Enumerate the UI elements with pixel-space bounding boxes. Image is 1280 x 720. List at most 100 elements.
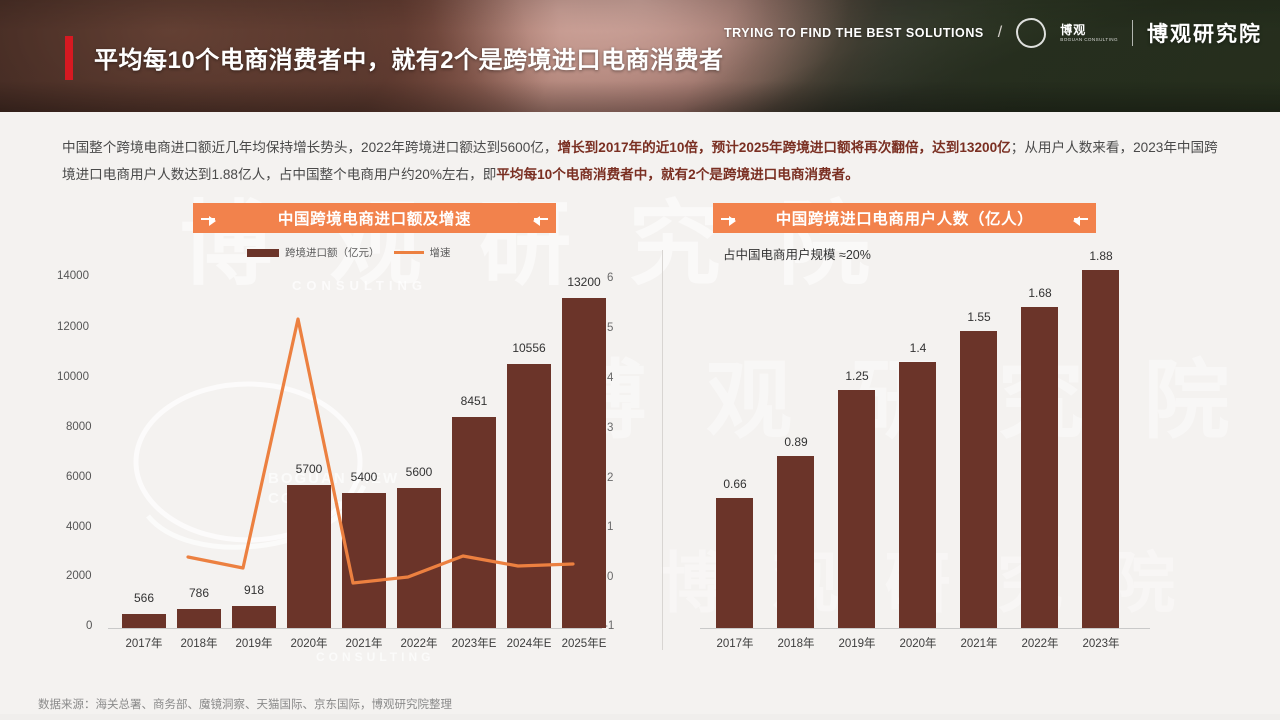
user-xcat-2021: 2021年 [960,638,998,650]
header-divider [1132,20,1133,46]
left-ytick-6000: 6000 [66,471,92,483]
right-ytick-3: 3 [607,422,614,434]
user-bar-label-2019: 1.25 [845,369,869,383]
xcat-2020: 2020年 [290,638,328,650]
bar-label-2021: 5400 [350,470,378,484]
right-ytick-neg1: -1 [604,620,615,632]
bar-label-2017: 566 [133,591,155,605]
bar-label-2024E: 10556 [512,341,546,355]
user-xcat-2023: 2023年 [1082,638,1120,650]
header-separator: / [997,24,1003,41]
left-ytick-4000: 4000 [66,521,92,533]
legend-label-line: 增速 [429,247,451,259]
right-chart-x-axis [700,628,1150,629]
left-ytick-12000: 12000 [57,321,89,333]
xcat-2018: 2018年 [180,638,218,650]
xcat-2019: 2019年 [235,638,273,650]
left-chart-title-banner: 中国跨境电商进口额及增速 [193,203,556,233]
bar-2019 [232,606,276,628]
user-bar-label-2018: 0.89 [784,435,808,449]
user-bar-label-2021: 1.55 [967,310,991,324]
left-ytick-8000: 8000 [66,421,92,433]
title-accent-bar [65,36,73,80]
left-chart-x-axis [108,628,602,629]
intro-paragraph: 中国整个跨境电商进口额近几年均保持增长势头，2022年跨境进口额达到5600亿，… [62,134,1222,188]
growth-rate-line [186,317,575,585]
xcat-2025E: 2025年E [561,638,607,650]
left-chart-legend: 跨境进口额（亿元） 增速 [247,245,451,260]
user-bar-2017 [716,498,753,628]
user-xcat-2022: 2022年 [1021,638,1059,650]
xcat-2017: 2017年 [125,638,163,650]
left-ytick-10000: 10000 [57,371,89,383]
banner-left-arrow-icon [201,216,216,226]
logo-ring-icon [1016,18,1047,48]
data-source-note: 数据来源：海关总署、商务部、魔镜洞察、天猫国际、京东国际，博观研究院整理 [38,699,452,711]
user-bar-2020 [899,362,936,628]
user-bar-label-2017: 0.66 [723,477,747,491]
bar-2025E [562,298,606,628]
right-chart-subnote: 占中国电商用户规模 ≈20% [723,248,871,262]
logo-wordmark: 博观 BOGUAN CONSULTING [1060,24,1118,43]
legend-label-bar: 跨境进口额（亿元） [285,247,380,259]
bar-label-2022: 5600 [405,465,433,479]
bar-label-2025E: 13200 [567,275,601,289]
legend-line-swatch [393,251,424,254]
legend-bar-swatch [247,248,279,257]
bottom-strip [0,714,1280,720]
bar-2024E [507,364,551,628]
bar-2017 [122,614,166,628]
user-xcat-2019: 2019年 [838,638,876,650]
bar-label-2019: 918 [243,583,265,597]
xcat-2023E: 2023年E [451,638,497,650]
bar-label-2020: 5700 [295,462,323,476]
bar-2023E [452,417,496,628]
xcat-2024E: 2024年E [506,638,552,650]
right-ytick-5: 5 [607,322,614,334]
page-header: 平均每10个电商消费者中，就有2个是跨境进口电商消费者 TRYING TO FI… [0,0,1280,112]
paragraph-part-1: 中国整个跨境电商进口额近几年均保持增长势头，2022年跨境进口额达到5600亿， [62,140,558,155]
xcat-2021: 2021年 [345,638,383,650]
header-vignette [0,0,1280,112]
bar-2020 [287,485,331,628]
right-ytick-6: 6 [607,272,614,284]
user-bar-label-2022: 1.68 [1028,286,1052,300]
bar-label-2018: 786 [188,586,210,600]
left-ytick-0: 0 [86,620,93,632]
right-ytick-2: 2 [607,472,614,484]
user-xcat-2018: 2018年 [777,638,815,650]
left-chart-title: 中国跨境电商进口额及增速 [277,211,472,228]
banner-right-arrow-icon [533,216,548,226]
user-bar-2023 [1082,270,1119,628]
right-ytick-0: 0 [607,571,614,583]
right-chart-title-banner: 中国跨境进口电商用户人数（亿人） [713,203,1096,233]
user-bar-2022 [1021,307,1058,628]
bar-2022 [397,488,441,628]
user-bar-2021 [960,331,997,628]
bar-label-2023E: 8451 [460,394,488,408]
banner-right-arrow-icon-2 [1073,216,1088,226]
left-chart: 14000 12000 10000 8000 6000 4000 2000 0 … [57,270,615,650]
user-xcat-2017: 2017年 [716,638,754,650]
user-bar-2018 [777,456,814,628]
user-bar-label-2023: 1.88 [1089,249,1113,263]
right-ytick-4: 4 [607,372,614,384]
header-photo-peaks [0,0,1280,112]
paragraph-bold-1: 增长到2017年的近10倍，预计2025年跨境进口额将再次翻倍，达到13200亿 [557,140,1011,155]
header-tagline: TRYING TO FIND THE BEST SOLUTIONS [723,26,984,40]
paragraph-part-2: ；从用户人数来看，2023年中国跨境进口电商用户人数达到1.88亿人，占中国整个… [62,140,1218,182]
header-branding: TRYING TO FIND THE BEST SOLUTIONS / 博观 B… [724,18,1262,48]
right-ytick-1: 1 [607,521,614,533]
page-title: 平均每10个电商消费者中，就有2个是跨境进口电商消费者 [94,47,724,74]
brand-name: 博观研究院 [1147,22,1262,46]
chart-divider [662,250,663,650]
bar-2018 [177,609,221,628]
user-xcat-2020: 2020年 [899,638,937,650]
left-ytick-14000: 14000 [57,270,89,282]
xcat-2022: 2022年 [400,638,438,650]
paragraph-bold-2: 平均每10个电商消费者中，就有2个是跨境进口电商消费者。 [496,167,859,182]
logo-wordmark-cn: 博观 [1060,22,1087,37]
user-bar-label-2020: 1.4 [909,341,927,355]
